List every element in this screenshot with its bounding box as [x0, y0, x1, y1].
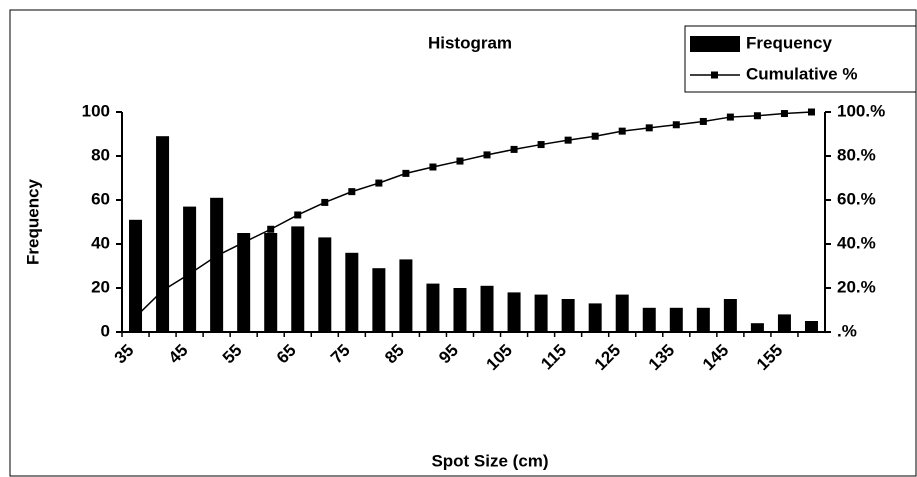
line-marker [267, 225, 275, 233]
line-marker [159, 287, 167, 295]
bar [642, 307, 656, 332]
cumulative-line [134, 111, 812, 318]
line-marker [564, 136, 572, 144]
line-marker [726, 113, 734, 121]
line-marker [537, 141, 545, 149]
line-marker [375, 179, 383, 187]
line-marker [132, 313, 140, 321]
line-marker [645, 124, 653, 132]
bar [264, 233, 278, 332]
x-tick-label: 65 [273, 341, 300, 368]
bar [318, 237, 332, 332]
line-marker [672, 121, 680, 129]
y2-tick-label: 80.% [837, 145, 876, 164]
y2-tick-label: 20.% [837, 277, 876, 296]
x-tick-label: 55 [219, 341, 246, 368]
x-tick-label: 75 [327, 341, 354, 368]
y-tick-label: 60 [91, 189, 110, 208]
y-tick-label: 20 [91, 277, 110, 296]
legend-label: Frequency [746, 33, 833, 52]
line-marker [456, 157, 464, 165]
line-marker [753, 112, 761, 120]
bar [534, 294, 548, 332]
x-tick-label: 45 [165, 341, 192, 368]
line-marker [402, 169, 410, 177]
x-tick-label: 95 [435, 341, 462, 368]
line-marker [618, 127, 626, 135]
line-marker [807, 108, 815, 116]
x-tick-label: 125 [591, 341, 624, 374]
y-tick-label: 100 [82, 101, 110, 120]
line-marker [780, 110, 788, 118]
legend-label: Cumulative % [746, 64, 857, 83]
bar [777, 314, 791, 332]
line-marker [321, 198, 329, 206]
bar [183, 206, 197, 332]
y2-tick-label: .% [837, 321, 857, 340]
bar [723, 299, 737, 332]
y-axis-label: Frequency [23, 178, 42, 265]
bar [588, 303, 602, 332]
x-axis-label: Spot Size (cm) [431, 451, 548, 470]
y2-tick-label: 100.% [837, 101, 885, 120]
line-marker [240, 238, 248, 246]
bar [372, 268, 386, 332]
line-marker [510, 145, 518, 153]
line-marker [483, 151, 491, 159]
bar [237, 233, 251, 332]
y2-tick-label: 60.% [837, 189, 876, 208]
bar [669, 307, 683, 332]
y-tick-label: 80 [91, 145, 110, 164]
bar [426, 283, 440, 332]
bar [291, 226, 305, 332]
bar [561, 299, 575, 332]
bar [804, 321, 818, 332]
bar [453, 288, 467, 332]
y-tick-label: 0 [101, 321, 110, 340]
line-marker [294, 211, 302, 219]
line-marker [591, 132, 599, 140]
x-tick-label: 145 [699, 341, 732, 374]
chart-frame [9, 9, 917, 477]
bar [615, 294, 629, 332]
y2-tick-label: 40.% [837, 233, 876, 252]
x-tick-label: 135 [645, 341, 678, 374]
x-tick-label: 85 [381, 341, 408, 368]
x-tick-label: 35 [111, 341, 138, 368]
bar [480, 285, 494, 332]
line-marker [699, 117, 707, 125]
line-marker [429, 163, 437, 171]
bar [210, 197, 224, 332]
bar [750, 323, 764, 332]
x-tick-label: 155 [753, 341, 786, 374]
line-marker [213, 252, 221, 260]
bar [696, 307, 710, 332]
bar [129, 219, 143, 332]
x-tick-label: 115 [537, 341, 570, 374]
legend-swatch [690, 36, 740, 52]
line-marker [186, 270, 194, 278]
bar [345, 252, 359, 332]
bar [399, 259, 413, 332]
x-tick-label: 105 [483, 341, 516, 374]
y-tick-label: 40 [91, 233, 110, 252]
legend-swatch [711, 71, 718, 79]
chart-title: Histogram [428, 33, 512, 52]
bar [156, 136, 170, 332]
line-marker [348, 188, 356, 196]
bar [507, 292, 521, 332]
